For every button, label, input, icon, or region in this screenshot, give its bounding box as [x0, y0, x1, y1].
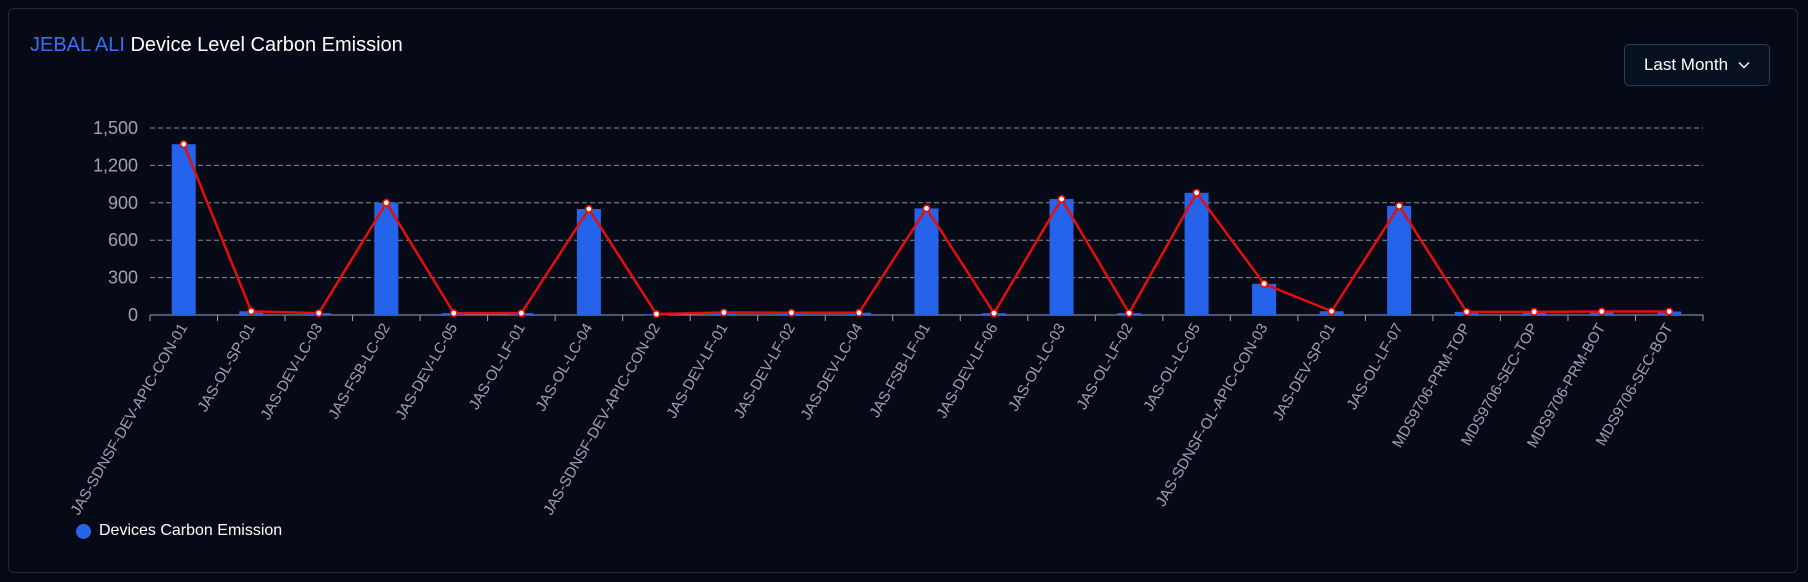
- site-name: JEBAL ALI: [30, 34, 125, 56]
- line-point: [1462, 307, 1471, 316]
- x-tick-label: JAS-OL-LC-04: [532, 321, 596, 415]
- period-dropdown[interactable]: Last Month: [1624, 44, 1770, 86]
- bar: [914, 208, 939, 315]
- x-tick-label: JAS-DEV-LF-02: [731, 321, 799, 422]
- bar: [1252, 283, 1277, 315]
- line-point: [1665, 307, 1674, 316]
- y-tick-label: 1,500: [93, 118, 138, 138]
- x-tick-label: JAS-SDNSF-DEV-APIC-CON-02: [540, 321, 664, 519]
- y-tick-label: 1,200: [93, 155, 138, 175]
- line-point: [1057, 195, 1066, 204]
- x-tick-label: JAS-SDNSF-DEV-APIC-CON-01: [67, 321, 191, 519]
- x-tick-label: MDS9706-PRM-TOP: [1389, 321, 1474, 451]
- line-point: [1395, 201, 1404, 210]
- legend-swatch: [76, 523, 91, 539]
- line-point: [1530, 307, 1539, 316]
- x-tick-label: JAS-OL-LC-05: [1140, 321, 1204, 415]
- x-tick-label: JAS-OL-SP-01: [194, 321, 258, 415]
- line-point: [990, 309, 999, 318]
- line-point: [449, 309, 458, 318]
- x-tick-label: MDS9706-PRM-BOT: [1524, 321, 1609, 451]
- chart-title: JEBAL ALI Device Level Carbon Emission: [30, 34, 403, 57]
- x-tick-label: JAS-DEV-LF-06: [933, 321, 1001, 422]
- bar: [374, 202, 399, 315]
- y-tick-label: 300: [108, 268, 138, 288]
- legend-label: Devices Carbon Emission: [99, 522, 283, 539]
- line-point: [787, 308, 796, 317]
- bar: [1184, 192, 1209, 315]
- x-tick-label: JAS-OL-LC-03: [1005, 321, 1069, 415]
- line-point: [517, 309, 526, 318]
- x-tick-label: JAS-DEV-LC-03: [257, 321, 326, 423]
- line-point: [854, 308, 863, 317]
- x-tick-label: JAS-OL-LF-02: [1073, 321, 1136, 413]
- x-tick-label: JAS-DEV-SP-01: [1270, 321, 1339, 424]
- x-tick-label: JAS-FSB-LF-01: [866, 321, 934, 421]
- y-tick-label: 600: [108, 230, 138, 250]
- bar: [1387, 205, 1412, 315]
- line-point: [1192, 188, 1201, 197]
- bar: [576, 209, 601, 315]
- line-point: [1260, 279, 1269, 288]
- y-tick-label: 900: [108, 193, 138, 213]
- chart-card: [8, 8, 1798, 573]
- x-tick-label: JAS-DEV-LC-05: [392, 321, 461, 423]
- line-point: [179, 140, 188, 149]
- line-point: [584, 205, 593, 214]
- line-point: [1125, 309, 1134, 318]
- line-point: [314, 309, 323, 318]
- x-tick-label: JAS-OL-LF-07: [1344, 321, 1407, 413]
- line-point: [922, 204, 931, 213]
- line-point: [1597, 307, 1606, 316]
- x-tick-label: MDS9706-SEC-TOP: [1458, 321, 1542, 449]
- line-point: [382, 198, 391, 207]
- x-tick-label: JAS-SDNSF-OL-APIC-CON-03: [1153, 321, 1272, 510]
- title-text: Device Level Carbon Emission: [130, 34, 403, 56]
- bar: [1049, 199, 1074, 315]
- x-tick-label: JAS-OL-LF-01: [466, 321, 529, 413]
- line-point: [719, 308, 728, 317]
- line-point: [652, 310, 661, 319]
- line-point: [247, 307, 256, 316]
- x-tick-label: MDS9706-SEC-BOT: [1593, 321, 1677, 449]
- y-tick-label: 0: [128, 305, 138, 325]
- bar: [171, 144, 196, 315]
- line-point: [1327, 307, 1336, 316]
- period-dropdown-label: Last Month: [1643, 55, 1729, 74]
- chevron-down-icon: [1738, 62, 1750, 69]
- chart-legend[interactable]: Devices Carbon Emission: [76, 522, 282, 540]
- x-tick-label: JAS-FSB-LC-02: [325, 321, 393, 423]
- x-tick-label: JAS-DEV-LF-01: [663, 321, 731, 422]
- x-tick-label: JAS-DEV-LC-04: [798, 321, 867, 423]
